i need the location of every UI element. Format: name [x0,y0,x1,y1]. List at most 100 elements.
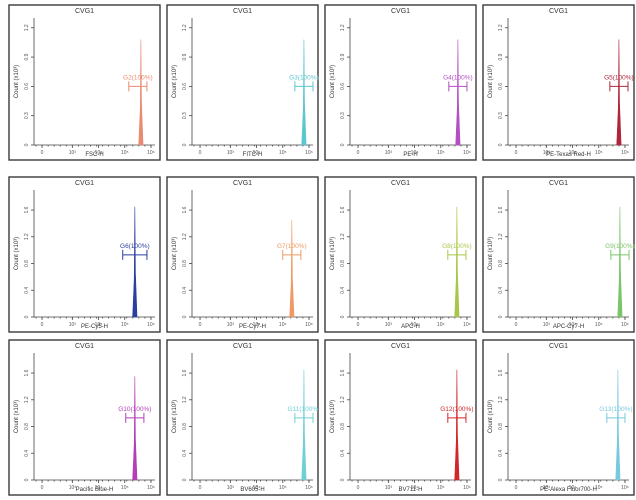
y-tick-label: 0 [182,143,188,146]
histogram-peak [132,206,138,318]
y-tick-label: 0.8 [340,260,346,267]
y-tick-label: 1.2 [340,396,346,403]
panel-title: CVG1 [233,8,252,15]
x-tick-label: 10⁵ [595,150,603,156]
y-tick-label: 0.4 [24,287,30,294]
y-tick-label: 0 [340,315,346,318]
y-tick-label: 0 [498,315,504,318]
x-axis-label: FSC-H [85,152,103,158]
x-tick-label: 0 [41,150,44,156]
y-tick-label: 0.8 [182,423,188,430]
y-axis-label: Count (x10³) [172,65,178,98]
x-tick-label: 10⁵ [279,150,287,156]
histogram-svg: CVG1 0 0.4 0.8 1.2 1.6 Count (x10³) 0 10³ 10⁴ 10⁵ 1… [482,176,635,333]
x-tick-label: 10⁶ [463,485,471,491]
x-tick-label: 10⁴ [411,322,419,328]
x-tick-label: 10⁴ [569,322,577,328]
y-tick-label: 0.8 [498,423,504,430]
x-tick-label: 10³ [227,485,235,491]
y-tick-label: 0.8 [24,260,30,267]
y-axis-label: Count (x10³) [14,65,20,98]
x-tick-label: 10³ [227,322,235,328]
x-axis-label: BV711-H [399,487,423,493]
y-tick-label: 1.2 [24,24,30,31]
y-tick-label: 0.6 [24,83,30,90]
y-axis-label: Count (x10³) [330,65,336,98]
x-tick-label: 10⁴ [411,485,419,491]
y-tick-label: 1.2 [24,233,30,240]
x-axis-label: PE-Cy5-H [81,324,108,330]
y-tick-label: 1.2 [182,233,188,240]
histogram-peak [132,376,138,481]
x-tick-label: 0 [199,150,202,156]
gate-label: G9(100%) [605,243,635,250]
x-tick-label: 10⁵ [595,485,603,491]
x-tick-label: 10³ [385,150,393,156]
x-axis-label: PE-Cy7-H [239,324,266,330]
gate-label: G11(100%) [288,406,319,413]
histogram-peak [301,39,307,146]
x-axis-label: PE-H [403,152,417,158]
y-tick-label: 1.2 [498,233,504,240]
histogram-svg: CVG1 0 0.4 0.8 1.2 1.6 Count (x10³) 0 10³ 10⁴ 10⁵ 1… [324,176,477,333]
y-tick-label: 1.2 [340,233,346,240]
x-tick-label: 0 [357,485,360,491]
histogram-svg: CVG1 0 0.4 0.8 1.2 1.6 Count (x10³) 0 10³ 10⁴ 10⁵ 1… [166,176,319,333]
x-tick-label: 10⁴ [253,322,261,328]
y-tick-label: 0 [24,478,30,481]
gate-label: G4(100%) [443,74,473,81]
x-tick-label: 10⁶ [463,150,471,156]
y-tick-label: 0.8 [24,423,30,430]
y-tick-label: 1.6 [340,369,346,376]
x-tick-label: 10⁵ [121,322,129,328]
y-tick-label: 0 [498,478,504,481]
y-tick-label: 1.6 [24,206,30,213]
x-tick-label: 10⁴ [253,150,261,156]
histogram-panel: CVG1 0 0.4 0.8 1.2 1.6 Count (x10³) 0 10³ 10⁴ 10⁵ 1… [8,339,161,496]
y-tick-label: 0.3 [182,112,188,119]
histogram-svg: CVG1 0 0.3 0.6 0.9 1.2 Count (x10³) 0 10³ 10⁴ 10⁵ 1… [8,4,161,161]
x-tick-label: 10⁶ [147,150,155,156]
x-tick-label: 10⁴ [411,150,419,156]
y-tick-label: 0.6 [182,83,188,90]
x-tick-label: 0 [357,322,360,328]
y-tick-label: 0.8 [498,260,504,267]
x-tick-label: 0 [515,485,518,491]
panel-title: CVG1 [233,343,252,350]
x-tick-label: 10⁵ [121,150,129,156]
x-tick-label: 10⁴ [253,485,261,491]
y-tick-label: 1.2 [498,396,504,403]
y-tick-label: 0.8 [340,423,346,430]
histogram-svg: CVG1 0 0.3 0.6 0.9 1.2 Count (x10³) 0 10³ 10⁴ 10⁵ 1… [166,4,319,161]
x-tick-label: 0 [515,322,518,328]
x-tick-label: 10⁵ [437,322,445,328]
histogram-peak [455,39,461,146]
histogram-svg: CVG1 0 0.4 0.8 1.2 1.6 Count (x10³) 0 10³ 10⁴ 10⁵ 1… [482,339,635,496]
x-tick-label: 10⁶ [621,485,629,491]
y-axis-label: Count (x10³) [488,400,494,433]
y-tick-label: 0.4 [498,450,504,457]
panel-title: CVG1 [75,343,94,350]
histogram-peak [454,206,460,318]
x-tick-label: 10⁴ [95,485,103,491]
y-tick-label: 0.9 [498,53,504,60]
gate-label: G12(100%) [440,406,473,413]
y-tick-label: 0.9 [24,53,30,60]
gate-label: G2(100%) [123,74,153,81]
y-tick-label: 0 [24,143,30,146]
y-tick-label: 0 [24,315,30,318]
x-tick-label: 10⁴ [569,485,577,491]
y-tick-label: 1.6 [498,369,504,376]
x-tick-label: 10³ [69,150,77,156]
y-tick-label: 1.6 [182,206,188,213]
histogram-peak [617,206,623,318]
histogram-svg: CVG1 0 0.4 0.8 1.2 1.6 Count (x10³) 0 10³ 10⁴ 10⁵ 1… [8,339,161,496]
y-tick-label: 0 [340,478,346,481]
histogram-peak [289,220,295,318]
histogram-panel: CVG1 0 0.4 0.8 1.2 1.6 Count (x10³) 0 10³ 10⁴ 10⁵ 1… [324,339,477,496]
histogram-svg: CVG1 0 0.4 0.8 1.2 1.6 Count (x10³) 0 10³ 10⁴ 10⁵ 1… [8,176,161,333]
gate-label: G10(100%) [118,406,151,413]
histogram-peak [138,39,144,146]
histogram-panel: CVG1 0 0.4 0.8 1.2 1.6 Count (x10³) 0 10³ 10⁴ 10⁵ 1… [166,339,319,496]
y-tick-label: 0 [498,143,504,146]
